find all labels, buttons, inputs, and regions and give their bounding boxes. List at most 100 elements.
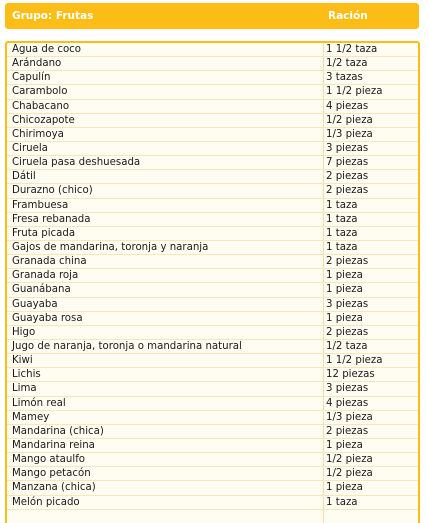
table-row: Ciruela 3 piezas [7, 142, 418, 157]
food-name: Mandarina (chica) [12, 425, 104, 437]
food-name: Capulín [12, 72, 51, 84]
table-row: Kiwi 1 1/2 pieza [7, 354, 418, 369]
table-row: Mandarina (chica) 2 piezas [7, 425, 418, 439]
portion-value: 1 1/2 pieza [326, 355, 383, 367]
food-name: Chabacano [12, 100, 70, 112]
table-row: Guayaba 3 piezas [7, 298, 418, 312]
food-name: Higo [12, 326, 36, 338]
portion-value: 1/3 pieza [326, 128, 373, 140]
portion-value: 1/2 taza [326, 58, 368, 70]
table-row: Guanábana 1 pieza [7, 283, 418, 298]
portion-value: 1 taza [326, 241, 358, 253]
food-name: Granada roja [12, 270, 79, 282]
food-name: Carambolo [12, 86, 68, 98]
group-header-label: Grupo: Frutas [12, 10, 94, 22]
table-row: Chicozapote 1/2 pieza [7, 114, 418, 128]
table-header: Grupo: Frutas Ración [5, 3, 419, 29]
table-row: Agua de coco 1 1/2 taza [7, 43, 418, 58]
table-row: Lima 3 piezas [7, 382, 418, 397]
portion-value: 1 pieza [326, 312, 363, 324]
portion-value: 12 piezas [326, 369, 375, 381]
portion-value: 1 1/2 taza [326, 44, 378, 55]
food-name: Manzana (chica) [12, 482, 96, 494]
portion-header-label: Ración [328, 10, 368, 22]
food-name: Chirimoya [12, 128, 64, 140]
portion-value: 1 taza [326, 227, 358, 239]
food-name: Gajos de mandarina, toronja y naranja [12, 241, 209, 253]
food-name: Durazno (chico) [12, 185, 93, 197]
table-row: Guayaba rosa 1 pieza [7, 312, 418, 326]
table-row: Jugo de naranja, toronja o mandarina nat… [7, 340, 418, 355]
table-row: Limón real 4 piezas [7, 397, 418, 411]
table-row: Ciruela pasa deshuesada 7 piezas [7, 156, 418, 171]
portion-value: 2 piezas [326, 171, 369, 183]
portion-value: 1 taza [326, 213, 358, 225]
food-name: Granada china [12, 256, 87, 268]
portion-value: 1/2 taza [326, 340, 368, 352]
table-row: Mango petacón 1/2 pieza [7, 467, 418, 482]
portion-value: 2 piezas [326, 326, 369, 338]
portion-value: 1 taza [326, 199, 358, 211]
food-name: Mango ataulfo [12, 454, 86, 466]
table-row: Fruta picada 1 taza [7, 227, 418, 241]
food-name: Kiwi [12, 355, 33, 367]
portion-value: 1 1/2 pieza [326, 86, 383, 98]
food-name: Chicozapote [12, 114, 75, 126]
portion-value: 2 piezas [326, 185, 369, 197]
table-row: Melón picado 1 taza [7, 496, 418, 510]
table-row: Arándano 1/2 taza [7, 57, 418, 72]
food-name: Arándano [12, 58, 62, 70]
food-name: Agua de coco [12, 44, 82, 55]
table-row: Manzana (chica) 1 pieza [7, 481, 418, 496]
table-row: Mamey 1/3 pieza [7, 411, 418, 425]
portion-value: 1/2 pieza [326, 468, 373, 480]
food-name: Guayaba rosa [12, 312, 83, 324]
table-row: Dátil 2 piezas [7, 170, 418, 185]
food-name: Fresa rebanada [12, 213, 91, 225]
portion-value: 2 piezas [326, 425, 369, 437]
portion-value: 1/2 pieza [326, 114, 373, 126]
food-name: Melón picado [12, 496, 80, 508]
portion-value: 1 taza [326, 496, 358, 508]
table-body: Agua de coco 1 1/2 taza Arándano 1/2 taza Ca… [7, 43, 418, 510]
food-name: Limón real [12, 397, 66, 409]
table-row: Granada roja 1 pieza [7, 269, 418, 284]
food-name: Ciruela pasa deshuesada [12, 157, 141, 169]
portion-value: 1/2 pieza [326, 454, 373, 466]
table-row: Frambuesa 1 taza [7, 199, 418, 213]
food-name: Frambuesa [12, 199, 69, 211]
food-name: Dátil [12, 171, 36, 183]
fruit-portion-table: Agua de coco 1 1/2 taza Arándano 1/2 taza Ca… [5, 41, 420, 523]
food-name: Fruta picada [12, 227, 76, 239]
food-name: Guanábana [12, 284, 71, 296]
table-row: Higo 2 piezas [7, 326, 418, 340]
portion-value: 3 tazas [326, 72, 363, 84]
table-row: Mandarina reina 1 pieza [7, 439, 418, 454]
table-row: Carambolo 1 1/2 pieza [7, 85, 418, 100]
food-name: Mamey [12, 411, 50, 423]
portion-value: 1 pieza [326, 482, 363, 494]
portion-value: 2 piezas [326, 256, 369, 268]
portion-value: 1 pieza [326, 439, 363, 451]
portion-value: 1 pieza [326, 270, 363, 282]
portion-value: 4 piezas [326, 397, 369, 409]
portion-value: 4 piezas [326, 100, 369, 112]
table-row: Granada china 2 piezas [7, 255, 418, 270]
table-row: Chabacano 4 piezas [7, 100, 418, 114]
table-row: Mango ataulfo 1/2 pieza [7, 453, 418, 468]
portion-value: 1/3 pieza [326, 411, 373, 423]
food-name: Guayaba [12, 298, 58, 310]
table-row: Lichis 12 piezas [7, 368, 418, 383]
portion-value: 7 piezas [326, 157, 369, 169]
portion-value: 3 piezas [326, 298, 369, 310]
table-row: Capulín 3 tazas [7, 71, 418, 86]
food-name: Ciruela [12, 142, 48, 154]
food-name: Lima [12, 383, 37, 395]
table-row: Fresa rebanada 1 taza [7, 213, 418, 227]
portion-value: 1 pieza [326, 284, 363, 296]
table-row: Chirimoya 1/3 pieza [7, 128, 418, 142]
food-name: Mango petacón [12, 468, 91, 480]
table-row: Gajos de mandarina, toronja y naranja 1 t… [7, 241, 418, 256]
food-name: Mandarina reina [12, 439, 95, 451]
food-name: Lichis [12, 369, 41, 381]
